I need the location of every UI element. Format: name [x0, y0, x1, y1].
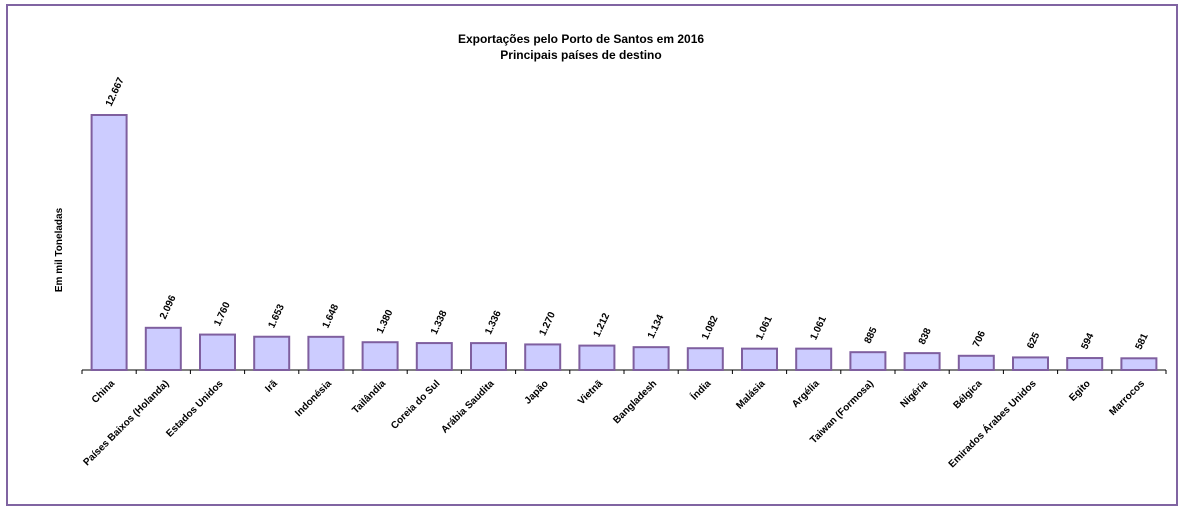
bar [849, 351, 887, 371]
chart-frame [6, 4, 1178, 506]
bar [1066, 357, 1104, 371]
bar [253, 335, 291, 372]
y-axis-label: Em mil Toneladas [54, 207, 65, 292]
bar [524, 343, 562, 371]
bar [90, 114, 128, 371]
bar [578, 344, 616, 371]
bar [307, 335, 345, 372]
bar [741, 347, 778, 372]
bar [144, 326, 182, 372]
chart-title: Exportações pelo Porto de Santos em 2016 [458, 32, 704, 46]
bar [470, 342, 507, 372]
bar [1012, 356, 1049, 371]
chart-subtitle: Principais países de destino [500, 48, 661, 62]
bar [903, 352, 941, 372]
bar [686, 347, 724, 371]
bar [199, 333, 236, 372]
bar [795, 347, 833, 372]
bar [1120, 357, 1158, 372]
bar [361, 341, 399, 371]
bar [957, 354, 995, 371]
bar [632, 346, 670, 371]
bar [415, 342, 453, 372]
